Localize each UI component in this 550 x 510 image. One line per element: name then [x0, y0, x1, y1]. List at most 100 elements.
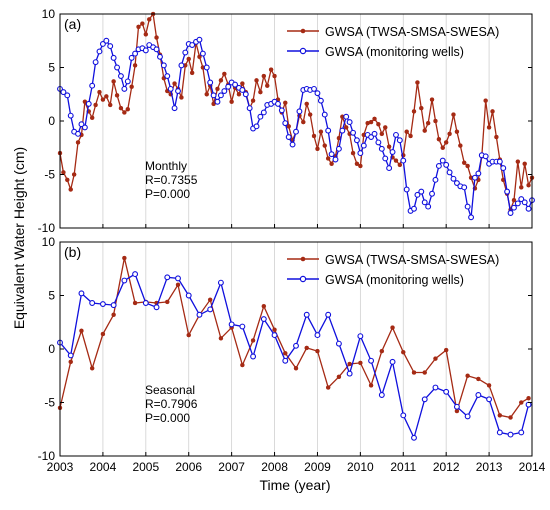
series-wells-point	[203, 64, 210, 71]
series-wells-point	[81, 124, 88, 131]
series-wells-point	[382, 155, 389, 162]
series-wells-point	[117, 73, 124, 80]
series-wells-point	[232, 81, 239, 88]
series-wells-point	[414, 191, 421, 198]
series-wells-point	[142, 47, 149, 54]
series-wells-point	[453, 403, 460, 410]
series-wells-point	[518, 196, 525, 203]
series-twsa-point	[358, 360, 363, 366]
series-twsa-point	[79, 328, 84, 334]
series-wells-point	[468, 214, 475, 221]
series-wells-point	[514, 200, 521, 207]
series-twsa-point	[411, 370, 417, 375]
series-wells-point	[396, 137, 403, 144]
series-twsa-point	[415, 80, 420, 85]
series-wells-point	[260, 316, 267, 322]
series-twsa-point	[61, 170, 66, 175]
series-wells-point	[221, 88, 228, 94]
series-wells-point	[121, 277, 128, 284]
series-twsa-point	[100, 331, 106, 337]
series-wells-point	[525, 205, 532, 212]
series-twsa-point	[336, 374, 342, 380]
series-wells-point	[346, 370, 353, 377]
legend: GWSA (TWSA-SMSA-SWESA) GWSA (monitoring w…	[287, 253, 499, 287]
series-wells-point	[199, 50, 206, 57]
series-twsa-point	[143, 32, 149, 37]
series-wells-point	[225, 83, 232, 90]
series-twsa-point	[454, 129, 460, 134]
series-twsa-point	[207, 297, 213, 303]
y-tick-label: 5	[48, 61, 55, 75]
series-wells-point	[114, 64, 121, 71]
series-twsa-point	[125, 106, 131, 112]
series-wells-point	[164, 274, 171, 281]
series-wells-point	[282, 357, 289, 364]
series-wells-point	[386, 165, 393, 172]
series-twsa-point	[132, 300, 138, 306]
series-twsa-point	[111, 312, 116, 318]
series-twsa-point	[465, 373, 470, 378]
series-wells-point	[500, 165, 507, 172]
series-wells-point	[368, 357, 375, 364]
series-twsa-point	[107, 102, 113, 108]
series-wells-point	[303, 311, 310, 318]
series-twsa-point	[268, 67, 274, 72]
series-twsa-point	[272, 327, 277, 332]
series-twsa-point	[240, 362, 245, 368]
series-twsa-point	[93, 102, 98, 108]
series-wells-point	[343, 113, 350, 120]
series-twsa-point	[429, 97, 435, 102]
series-wells-point	[496, 158, 503, 165]
legend-label: GWSA (TWSA-SMSA-SWESA)	[325, 253, 499, 267]
x-tick-label: 2009	[304, 460, 331, 474]
series-wells-point	[253, 123, 260, 130]
series-wells-point	[217, 279, 224, 286]
series-twsa-point	[383, 125, 388, 130]
series-twsa-point	[376, 121, 381, 127]
series-wells-point	[239, 323, 246, 330]
series-wells-point	[242, 91, 249, 98]
series-twsa-point	[486, 383, 492, 388]
series-wells-point	[357, 333, 364, 340]
series-twsa-point	[436, 136, 442, 142]
series-twsa-point	[408, 133, 413, 139]
series-twsa-point	[307, 112, 313, 117]
series-twsa-point	[386, 144, 392, 149]
series-wells-point	[296, 108, 303, 115]
series-wells-point	[311, 85, 317, 92]
series-wells-point	[239, 87, 246, 93]
series-twsa-point	[236, 92, 242, 97]
series-wells-point	[175, 88, 181, 94]
series-wells-point	[293, 128, 299, 135]
x-tick-label: 2013	[476, 460, 503, 474]
series-twsa-point	[172, 81, 177, 86]
series-twsa-point	[433, 356, 438, 361]
series-wells-point	[335, 145, 342, 152]
series-twsa-point	[322, 143, 327, 148]
series-wells-point	[317, 97, 324, 104]
series-twsa-point	[486, 125, 492, 130]
series-twsa-point	[118, 105, 124, 111]
series-twsa-point	[358, 163, 363, 169]
series-twsa-point	[443, 347, 449, 353]
series-twsa-point	[325, 156, 331, 161]
series-wells-point	[107, 43, 114, 50]
series-wells-point	[257, 113, 264, 120]
series-wells-point	[378, 145, 385, 152]
series-twsa-point	[272, 73, 277, 79]
series-twsa-point	[379, 348, 385, 354]
series-wells-point	[486, 396, 493, 403]
legend-marker	[299, 47, 307, 55]
series-twsa-point	[111, 79, 116, 84]
series-wells-point	[157, 53, 163, 60]
x-tick-label: 2008	[261, 460, 288, 474]
series-wells-point	[246, 105, 253, 112]
y-tick-label: -5	[44, 396, 55, 410]
series-wells-point	[400, 157, 407, 164]
series-wells-point	[464, 413, 471, 420]
series-wells-point	[132, 50, 139, 57]
series-twsa-point	[68, 187, 73, 192]
series-twsa-point	[261, 303, 267, 309]
